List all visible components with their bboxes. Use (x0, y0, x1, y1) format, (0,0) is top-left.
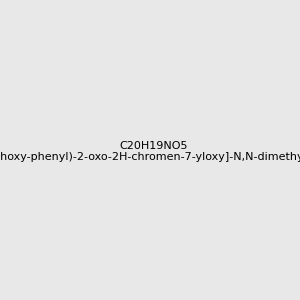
Text: C20H19NO5
2-[4-(4-Methoxy-phenyl)-2-oxo-2H-chromen-7-yloxy]-N,N-dimethyl-acetami: C20H19NO5 2-[4-(4-Methoxy-phenyl)-2-oxo-… (0, 141, 300, 162)
